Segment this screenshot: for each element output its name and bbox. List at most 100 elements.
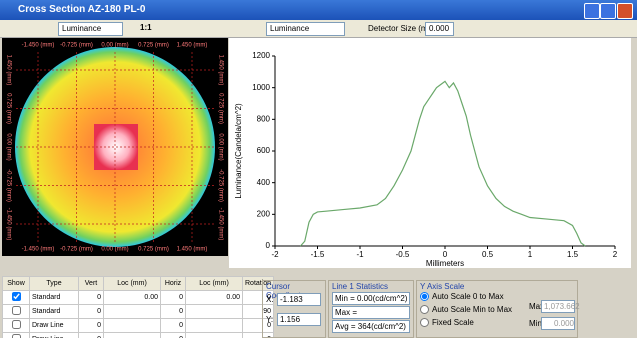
- heatmap-right-label: 0.00 (mm): [217, 133, 223, 160]
- yscale-group: Y Axis Scale Max 1,073.662 Min 0.000 Aut…: [416, 280, 580, 338]
- heatmap-right-label: -0.725 (mm): [217, 169, 223, 202]
- x-tick-label: 1: [528, 250, 533, 259]
- y-tick-label: 1000: [252, 83, 270, 92]
- y-label: Y:: [266, 315, 274, 324]
- y-tick-label: 800: [257, 114, 271, 123]
- left-dropdown[interactable]: Luminance: [58, 22, 123, 36]
- radio-label: Auto Scale Min to Max: [432, 305, 513, 314]
- radio-label: Auto Scale 0 to Max: [432, 292, 504, 301]
- x-tick-label: -1.5: [311, 250, 325, 259]
- cell: 0: [78, 304, 104, 319]
- table-row: Standard 0 0.00 0 0.00 0: [2, 290, 275, 305]
- header-row: Show Type Vert Loc (mm) Horiz Loc (mm) Rotatio…: [2, 276, 275, 291]
- grid-table: Show Type Vert Loc (mm) Horiz Loc (mm) Rotatio…: [2, 276, 275, 338]
- heatmap-top-label: -1.450 (mm): [22, 43, 55, 49]
- cell: 0: [241, 318, 275, 333]
- cell: 90: [241, 304, 275, 319]
- stats-group: Line 1 Statistics Min = 0.00(cd/cm^2) Ma…: [328, 280, 414, 338]
- y-tick-label: 200: [257, 209, 271, 218]
- cursor-group: Cursor Coordinates X: -1.183 Y: 1.156: [262, 280, 326, 338]
- show-checkbox[interactable]: [11, 306, 21, 315]
- minimize-button[interactable]: [584, 3, 600, 19]
- cell: [185, 318, 243, 333]
- cell: [185, 304, 243, 319]
- detector-input[interactable]: 0.000: [425, 22, 454, 36]
- x-axis-label: Millimeters: [426, 259, 464, 268]
- cell: [2, 290, 30, 305]
- heatmap-bottom-label: 0.00 (mm): [101, 247, 128, 253]
- cell: 0: [160, 332, 186, 338]
- radio-option: Auto Scale 0 to Max: [420, 292, 504, 302]
- y-tick-label: 1200: [252, 51, 270, 60]
- column-header: Loc (mm): [103, 276, 161, 291]
- column-header: Show: [2, 276, 30, 291]
- cell: [2, 318, 30, 333]
- heatmap-right-label: 1.450 (mm): [217, 55, 223, 86]
- chart: 0 200 400 600 800 1000 1200 -2 -1.5 -1 -0.5 0 0.5 1 1.…: [229, 38, 631, 268]
- close-button[interactable]: [617, 3, 633, 19]
- show-checkbox[interactable]: [11, 292, 21, 301]
- zoom-button[interactable]: 1:1: [140, 23, 152, 32]
- heatmap-bottom-label: 1.450 (mm): [177, 247, 208, 253]
- column-header: Type: [29, 276, 79, 291]
- heatmap-bottom-label: 0.725 (mm): [138, 247, 169, 253]
- right-dropdown[interactable]: Luminance: [266, 22, 345, 36]
- cell: Standard: [29, 290, 79, 305]
- data-line: [300, 80, 586, 247]
- x-tick-label: 0.5: [482, 250, 494, 259]
- cell: 0: [160, 290, 186, 305]
- y-tick-label: 600: [257, 146, 271, 155]
- cell: 0: [160, 304, 186, 319]
- stat-avg: Avg = 364(cd/cm^2): [332, 320, 410, 333]
- heatmap-left-label: 0.00 (mm): [5, 133, 11, 160]
- x-tick-label: 0: [443, 250, 448, 259]
- heatmap-left-label: -0.725 (mm): [5, 169, 11, 202]
- x-tick-label: -0.5: [396, 250, 410, 259]
- maximize-button[interactable]: [600, 3, 616, 19]
- y-tick-label: 400: [257, 178, 271, 187]
- heatmap-left-label: 0.725 (mm): [5, 93, 11, 124]
- cell: Draw Line: [29, 318, 79, 333]
- y-axis-label: Luminance(Candela/cm^2): [234, 103, 243, 199]
- x-tick-label: -2: [271, 250, 279, 259]
- table-row: Standard 0 0 90: [2, 304, 275, 319]
- cell: 0: [78, 318, 104, 333]
- y-value: 1.156: [277, 313, 321, 326]
- x-tick-label: -1: [356, 250, 364, 259]
- cell: [185, 332, 243, 338]
- x-tick-label: 1.5: [567, 250, 579, 259]
- heatmap-bottom-label: -0.725 (mm): [60, 247, 93, 253]
- cell: 0: [78, 290, 104, 305]
- heatmap-left-label: 1.450 (mm): [5, 55, 11, 86]
- group-title: Line 1 Statistics: [332, 282, 389, 291]
- max-input[interactable]: 1,073.662: [541, 300, 580, 313]
- show-checkbox[interactable]: [11, 334, 21, 338]
- column-header: Horiz: [160, 276, 186, 291]
- min-input[interactable]: 0.000: [541, 317, 575, 330]
- group-title: Y Axis Scale: [420, 282, 465, 291]
- cell: [103, 332, 161, 338]
- cell: 0: [78, 332, 104, 338]
- line-table: Show Type Vert Loc (mm) Horiz Loc (mm) Rotatio…: [2, 276, 275, 338]
- radio-option: Auto Scale Min to Max: [420, 305, 513, 315]
- radio[interactable]: [420, 292, 429, 302]
- heatmap-right-label: -1.450 (mm): [217, 208, 223, 241]
- heatmap-left-label: -1.450 (mm): [5, 208, 11, 241]
- radio[interactable]: [420, 318, 429, 328]
- title-bar: Cross Section AZ-180 PL-0: [0, 0, 637, 20]
- radio[interactable]: [420, 305, 429, 315]
- cell: 0.00: [103, 290, 161, 305]
- heatmap-right-label: 0.725 (mm): [217, 93, 223, 124]
- column-header: Vert: [78, 276, 104, 291]
- x-label: X:: [266, 295, 274, 304]
- cell: 0: [160, 318, 186, 333]
- cell: Standard: [29, 304, 79, 319]
- stat-min: Min = 0.00(cd/cm^2): [332, 292, 410, 305]
- heatmap-top-label: -0.725 (mm): [60, 43, 93, 49]
- stat-max: Max = 1,074(cd/cm^2): [332, 306, 410, 328]
- show-checkbox[interactable]: [11, 320, 21, 329]
- cell: 0.00: [185, 290, 243, 305]
